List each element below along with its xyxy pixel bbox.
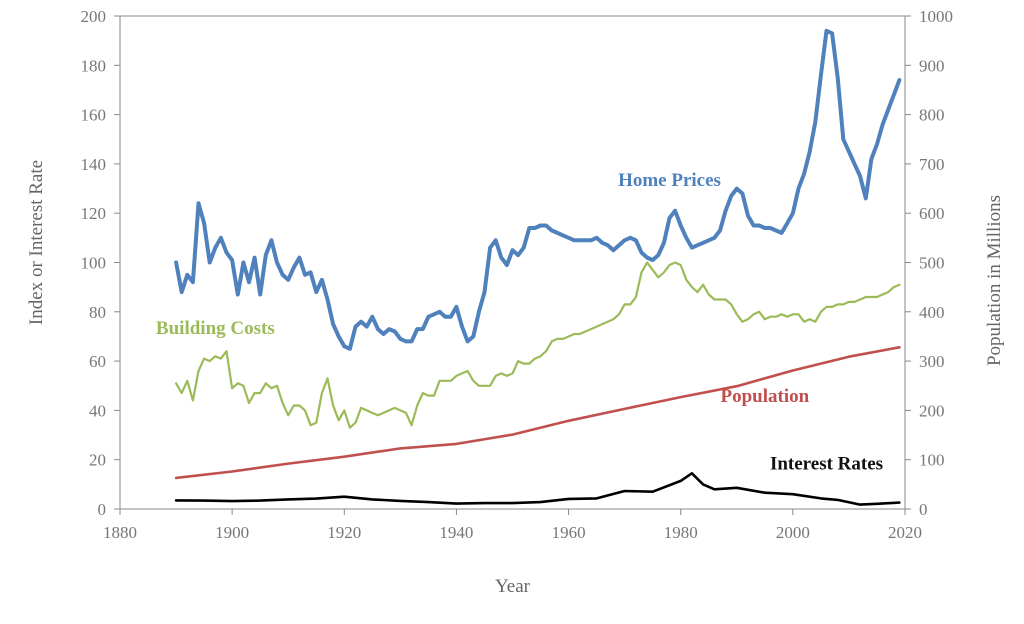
- y-tick-label: 180: [81, 56, 107, 75]
- series-labels: Home Prices Building Costs Population Inter…: [156, 170, 883, 474]
- y2-tick-label: 700: [919, 155, 945, 174]
- y-tick-label: 160: [81, 106, 107, 125]
- x-tick-label: 1900: [215, 523, 249, 542]
- home-prices-label: Home Prices: [618, 170, 721, 191]
- y2-tick-label: 800: [919, 106, 945, 125]
- building-costs-label: Building Costs: [156, 318, 275, 339]
- interest-rates-label: Interest Rates: [770, 454, 883, 475]
- x-tick-label: 1920: [327, 523, 361, 542]
- building-costs-line: [175, 261, 901, 429]
- y2-tick-label: 500: [919, 254, 945, 273]
- population-line: [174, 345, 901, 480]
- y-tick-label: 120: [81, 204, 107, 223]
- x-tick-label: 1960: [552, 523, 586, 542]
- population-label: Population: [720, 386, 809, 407]
- y-tick-label: 60: [89, 352, 106, 371]
- y-tick-label: 20: [89, 451, 106, 470]
- x-axis-title: Year: [495, 576, 531, 597]
- y2-axis-title: Population in Millions: [984, 195, 1005, 366]
- x-axis-ticks: 1880 1900 1920 1940 1960 1980 2000 2020: [103, 509, 922, 542]
- y-tick-label: 200: [81, 7, 107, 26]
- y2-tick-label: 400: [919, 303, 945, 322]
- y-tick-label: 40: [89, 401, 106, 420]
- series-layer: [174, 28, 902, 506]
- y2-tick-label: 900: [919, 56, 945, 75]
- y-tick-label: 0: [98, 500, 107, 519]
- y-axis-title: Index or Interest Rate: [26, 160, 47, 325]
- x-tick-label: 2000: [776, 523, 810, 542]
- home-prices-line: [174, 28, 902, 351]
- y2-tick-label: 600: [919, 204, 945, 223]
- interest-rates-line: [174, 471, 901, 506]
- x-tick-label: 1940: [439, 523, 473, 542]
- x-tick-label: 1980: [664, 523, 698, 542]
- y2-tick-label: 0: [919, 500, 928, 519]
- y2-tick-label: 300: [919, 352, 945, 371]
- y-axis-ticks: 0 20 40 60 80 100 120 140 160 180 200: [81, 7, 120, 519]
- y2-tick-label: 1000: [919, 7, 953, 26]
- y2-tick-label: 200: [919, 401, 945, 420]
- y-tick-label: 140: [81, 155, 107, 174]
- x-tick-label: 1880: [103, 523, 137, 542]
- y2-axis-ticks: 0 100 200 300 400 500 600 700 800 900 1000: [905, 7, 953, 519]
- y2-tick-label: 100: [919, 451, 945, 470]
- x-tick-label: 2020: [888, 523, 922, 542]
- y-tick-label: 80: [89, 303, 106, 322]
- y-tick-label: 100: [81, 254, 107, 273]
